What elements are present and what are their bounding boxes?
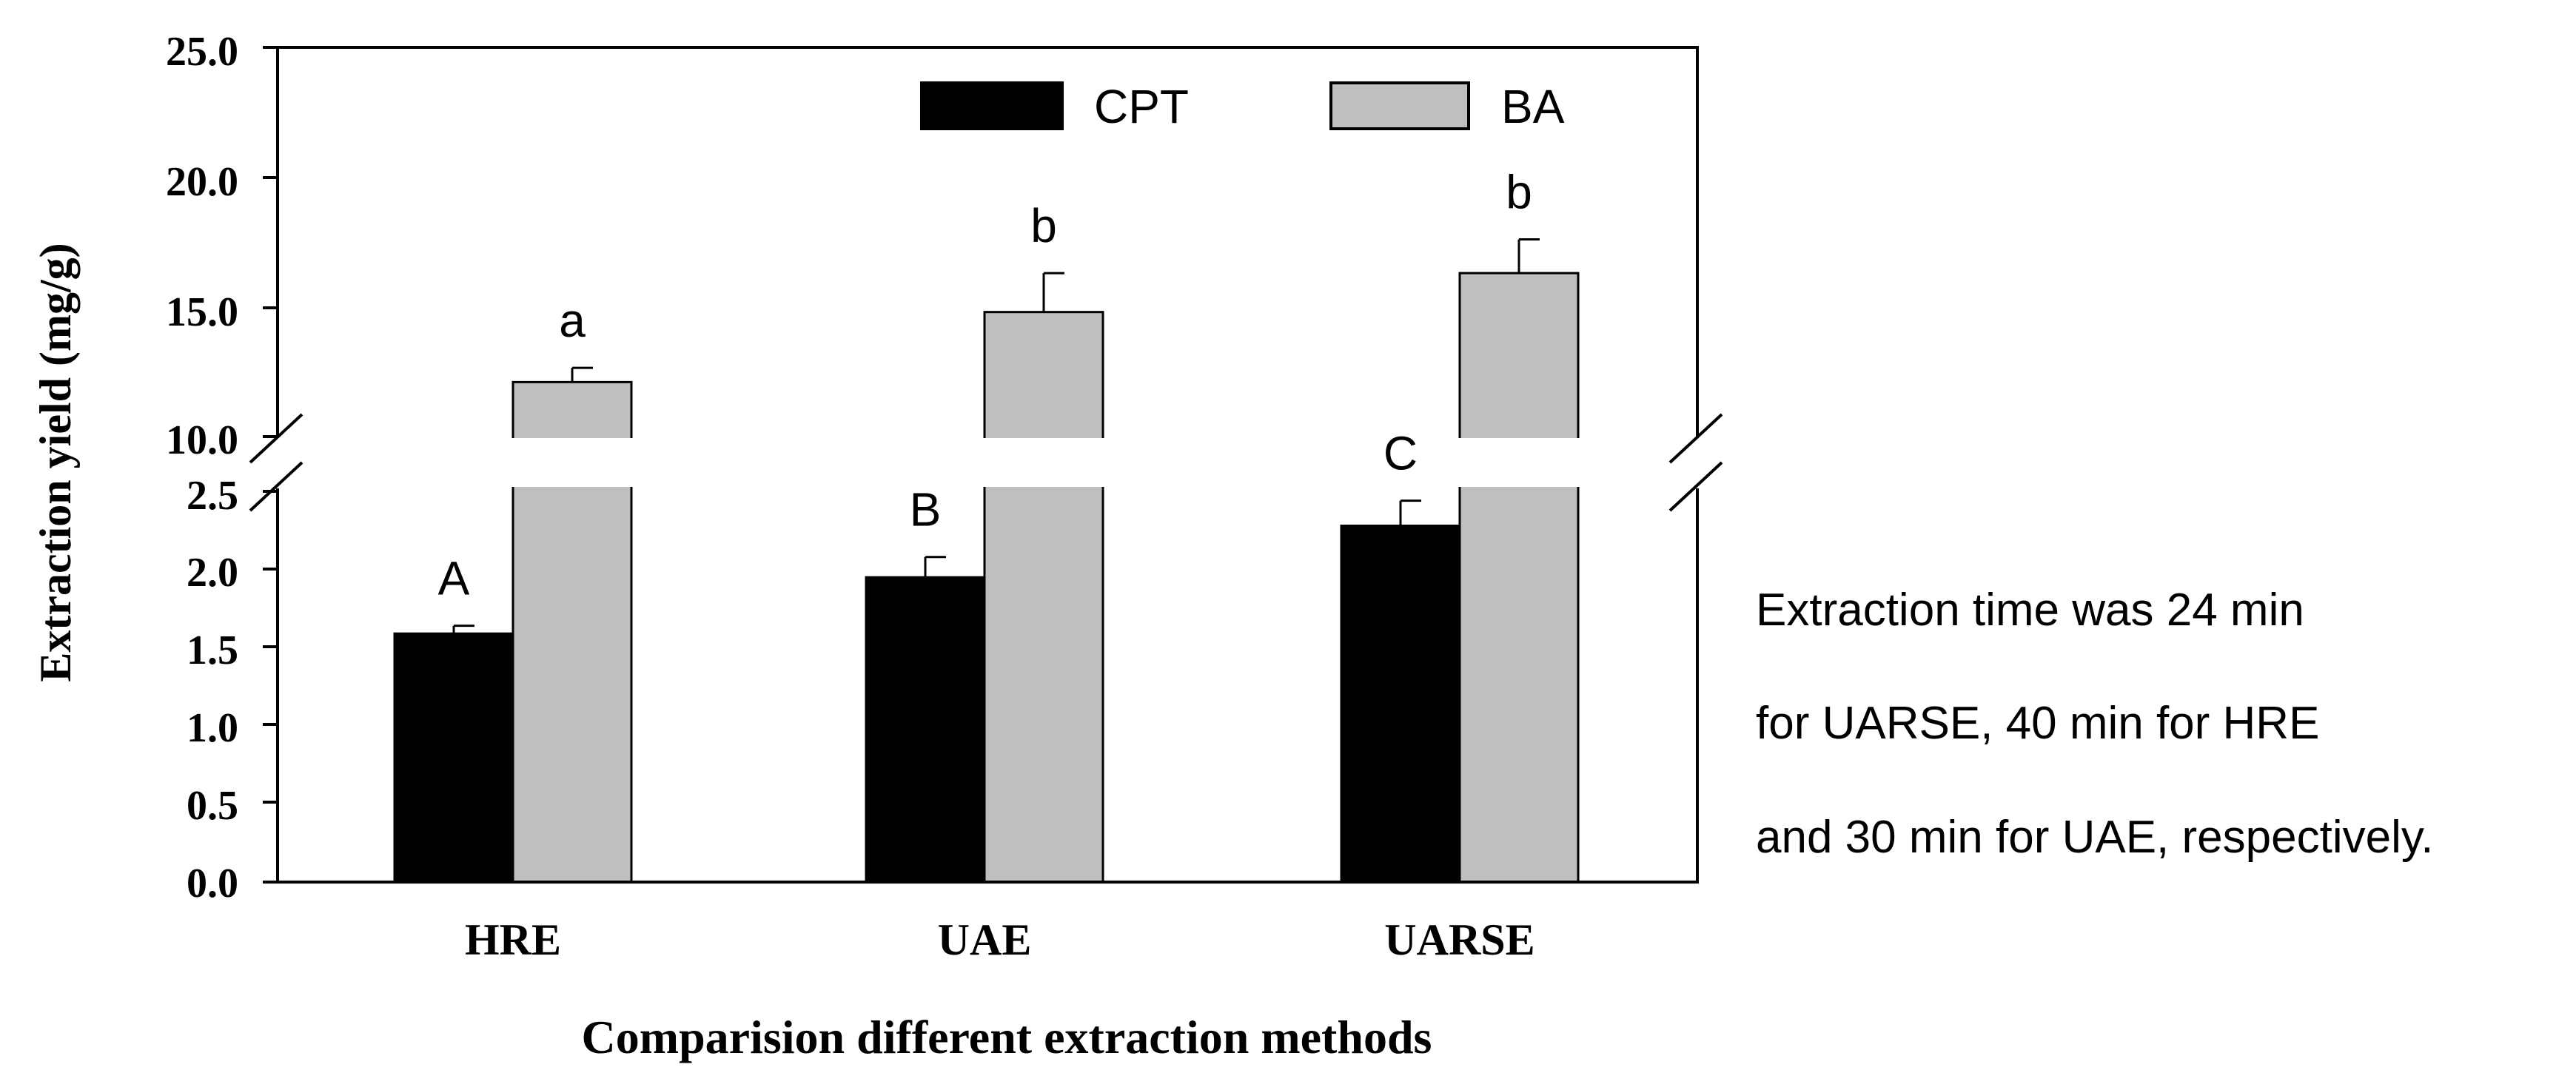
y-tick-label-25: 25.0 [166,29,238,75]
x-axis-label: Comparision different extraction methods [582,1011,1432,1063]
y-tick-label-2.0: 2.0 [187,550,238,596]
y-tick-label-0.5: 0.5 [187,783,238,829]
legend-swatch-cpt [920,81,1064,130]
annotation-line-3: and 30 min for UAE, respectively. [1756,812,2433,863]
x-tick-label-uae: UAE [938,915,1032,964]
y-axis-ticks [263,46,278,884]
y-tick-label-10: 10.0 [166,417,238,463]
x-tick-label-hre: HRE [465,915,561,964]
plot-frame-lower [276,488,1699,884]
bar-ba-uarse [1458,272,1580,884]
annotation-line-1: Extraction time was 24 min [1756,585,2304,636]
bar-ba-uae [983,311,1104,884]
axis-break-marks [249,413,1723,512]
y-tick-label-1.5: 1.5 [187,627,238,673]
legend-label-cpt: CPT [1094,80,1189,133]
significance-letter-cpt-hre: A [438,552,470,605]
bar-cpt-hre [393,632,514,884]
significance-letter-cpt-uae: B [910,483,942,536]
annotation: Extraction time was 24 min for UARSE, 40… [1756,585,2433,863]
plot-frame-upper [276,46,1699,437]
annotation-line-2: for UARSE, 40 min for HRE [1756,698,2319,749]
legend: CPT BA [920,80,1565,133]
significance-letter-ba-uae: b [1030,199,1057,252]
y-tick-label-15: 15.0 [166,289,238,335]
legend-label-ba: BA [1501,80,1565,133]
bar-break-gap-ba-uae [983,438,1104,487]
x-tick-label-uarse: UARSE [1384,915,1534,964]
y-tick-label-0.0: 0.0 [187,861,238,906]
y-tick-label-1.0: 1.0 [187,705,238,751]
legend-swatch-ba [1329,81,1470,130]
chart-marks: Aa Bb Cb [393,165,1580,884]
significance-letter-cpt-uarse: C [1383,427,1418,480]
y-tick-label-2.5: 2.5 [187,473,238,519]
bar-break-gap-ba-uarse [1458,438,1580,487]
bar-cpt-uae [865,576,986,884]
bar-break-gap-ba-hre [511,438,633,487]
significance-letter-ba-hre: a [559,294,586,347]
significance-letter-ba-uarse: b [1506,165,1532,218]
y-axis-label: Extraction yield (mg/g) [31,243,80,682]
bar-cpt-uarse [1340,524,1461,884]
y-tick-label-20: 20.0 [166,159,238,205]
